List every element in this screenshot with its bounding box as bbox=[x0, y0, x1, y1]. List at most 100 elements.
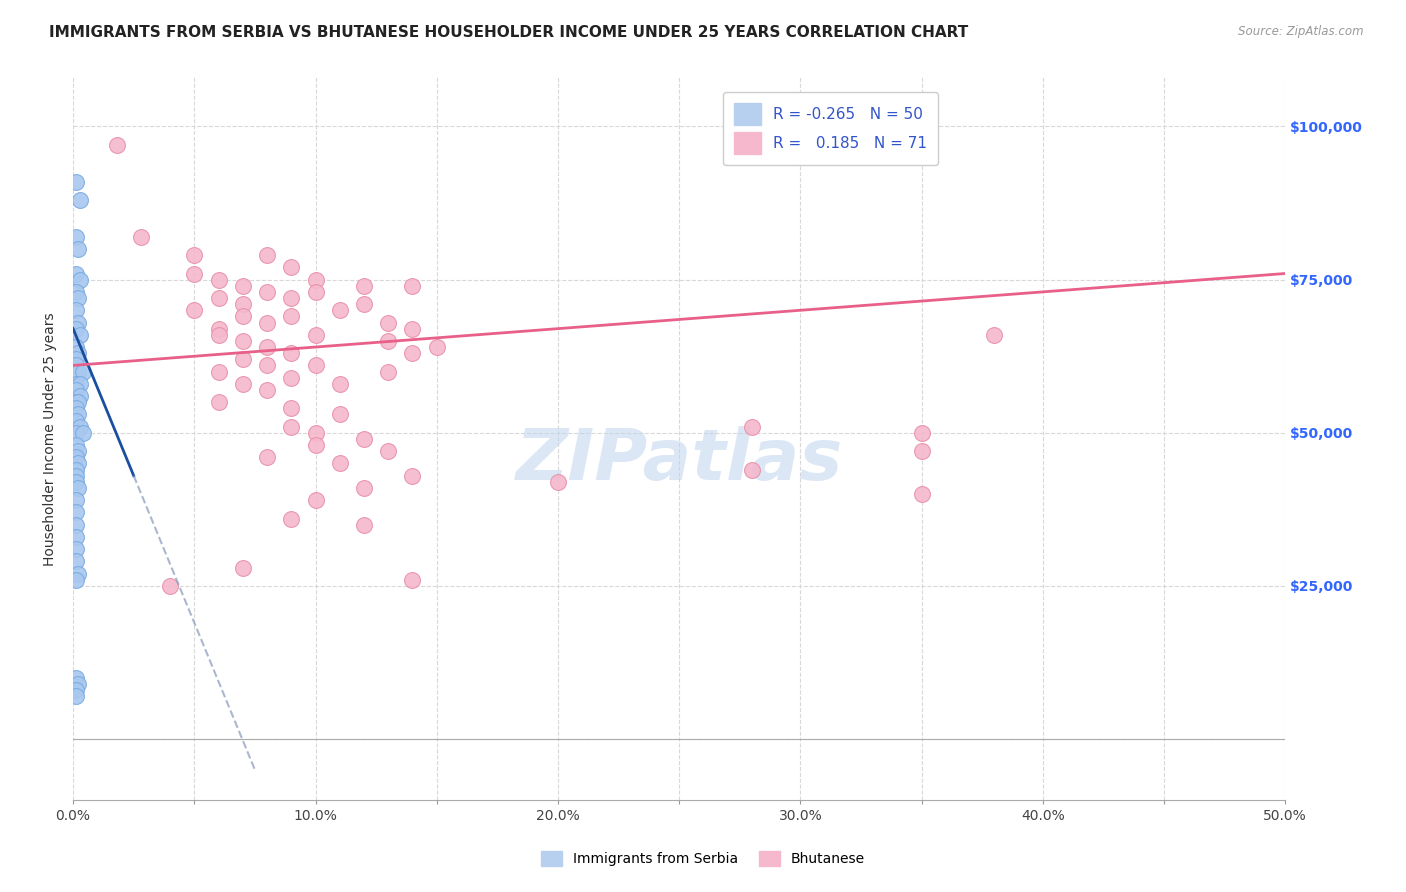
Point bbox=[65, 468, 87, 483]
Point bbox=[280, 310, 302, 324]
Point bbox=[741, 419, 763, 434]
Point bbox=[280, 260, 302, 275]
Point bbox=[207, 395, 229, 409]
Point bbox=[377, 316, 399, 330]
Point bbox=[280, 511, 302, 525]
Point bbox=[65, 285, 87, 299]
Point bbox=[69, 376, 91, 391]
Point bbox=[65, 450, 87, 465]
Point bbox=[65, 554, 87, 568]
Legend: Immigrants from Serbia, Bhutanese: Immigrants from Serbia, Bhutanese bbox=[536, 846, 870, 871]
Point bbox=[304, 359, 326, 373]
Point bbox=[304, 272, 326, 286]
Point bbox=[207, 321, 229, 335]
Point bbox=[65, 321, 87, 335]
Point bbox=[66, 677, 89, 691]
Point bbox=[232, 297, 254, 311]
Point bbox=[256, 285, 278, 299]
Point bbox=[353, 278, 375, 293]
Point bbox=[69, 272, 91, 286]
Y-axis label: Householder Income Under 25 years: Householder Income Under 25 years bbox=[44, 312, 58, 566]
Point bbox=[304, 493, 326, 508]
Point bbox=[66, 346, 89, 360]
Point bbox=[66, 365, 89, 379]
Point bbox=[353, 517, 375, 532]
Point bbox=[65, 425, 87, 440]
Point bbox=[65, 542, 87, 557]
Point bbox=[280, 370, 302, 384]
Point bbox=[983, 327, 1005, 342]
Point bbox=[232, 278, 254, 293]
Point bbox=[353, 297, 375, 311]
Point bbox=[69, 389, 91, 403]
Point bbox=[65, 462, 87, 476]
Point bbox=[65, 175, 87, 189]
Point bbox=[401, 573, 423, 587]
Point bbox=[66, 408, 89, 422]
Point bbox=[207, 327, 229, 342]
Point bbox=[426, 340, 449, 354]
Point bbox=[66, 566, 89, 581]
Point bbox=[353, 432, 375, 446]
Legend: R = -0.265   N = 50, R =   0.185   N = 71: R = -0.265 N = 50, R = 0.185 N = 71 bbox=[723, 92, 938, 164]
Point bbox=[69, 419, 91, 434]
Point bbox=[65, 517, 87, 532]
Point bbox=[65, 376, 87, 391]
Point bbox=[72, 365, 94, 379]
Point bbox=[65, 267, 87, 281]
Point bbox=[401, 321, 423, 335]
Point bbox=[401, 346, 423, 360]
Point bbox=[256, 316, 278, 330]
Point bbox=[65, 438, 87, 452]
Point bbox=[66, 457, 89, 471]
Point bbox=[329, 376, 352, 391]
Point bbox=[304, 425, 326, 440]
Point bbox=[65, 401, 87, 416]
Point bbox=[207, 272, 229, 286]
Point bbox=[65, 530, 87, 544]
Point bbox=[66, 395, 89, 409]
Point bbox=[401, 468, 423, 483]
Point bbox=[232, 376, 254, 391]
Point bbox=[304, 438, 326, 452]
Point bbox=[232, 310, 254, 324]
Point bbox=[66, 242, 89, 256]
Point bbox=[183, 267, 205, 281]
Point bbox=[65, 303, 87, 318]
Point bbox=[129, 229, 152, 244]
Text: Source: ZipAtlas.com: Source: ZipAtlas.com bbox=[1239, 25, 1364, 38]
Point bbox=[256, 450, 278, 465]
Point bbox=[329, 408, 352, 422]
Point bbox=[377, 444, 399, 458]
Point bbox=[377, 334, 399, 348]
Point bbox=[256, 248, 278, 262]
Point bbox=[65, 359, 87, 373]
Point bbox=[65, 475, 87, 489]
Point bbox=[280, 401, 302, 416]
Point bbox=[65, 493, 87, 508]
Point bbox=[65, 229, 87, 244]
Point bbox=[256, 340, 278, 354]
Point bbox=[280, 291, 302, 305]
Point bbox=[66, 444, 89, 458]
Point bbox=[910, 487, 932, 501]
Point bbox=[280, 419, 302, 434]
Point bbox=[66, 291, 89, 305]
Point bbox=[65, 413, 87, 427]
Point bbox=[65, 690, 87, 704]
Point bbox=[65, 573, 87, 587]
Point bbox=[65, 395, 87, 409]
Point bbox=[256, 359, 278, 373]
Point bbox=[66, 481, 89, 495]
Point bbox=[401, 278, 423, 293]
Point bbox=[304, 327, 326, 342]
Point bbox=[256, 383, 278, 397]
Point bbox=[65, 683, 87, 698]
Point bbox=[183, 303, 205, 318]
Point bbox=[207, 365, 229, 379]
Point bbox=[159, 579, 181, 593]
Point bbox=[65, 671, 87, 685]
Point bbox=[65, 352, 87, 367]
Point bbox=[232, 352, 254, 367]
Point bbox=[207, 291, 229, 305]
